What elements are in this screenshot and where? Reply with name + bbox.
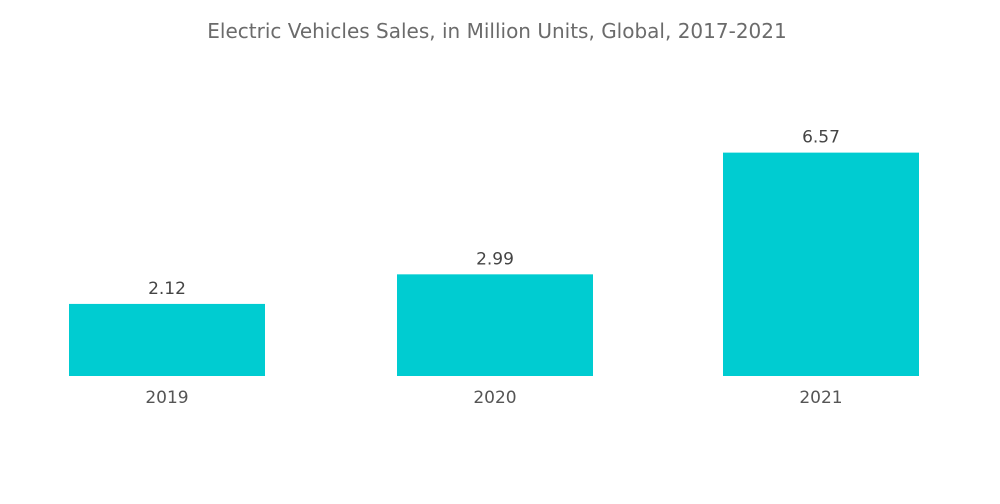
x-tick-label-2021: 2021 [799, 388, 842, 408]
data-label-2019: 2.12 [148, 279, 186, 299]
bar-2020 [397, 274, 593, 376]
x-tick-label-2020: 2020 [473, 388, 516, 408]
chart-title: Electric Vehicles Sales, in Million Unit… [207, 19, 786, 43]
x-tick-label-2019: 2019 [145, 388, 188, 408]
bar-2021 [723, 152, 919, 376]
bar-2019 [69, 303, 265, 376]
data-label-2021: 6.57 [802, 128, 840, 148]
bars-group: 2.12 2019 2.99 2020 6.57 2021 [69, 128, 919, 408]
data-label-2020: 2.99 [476, 249, 514, 269]
